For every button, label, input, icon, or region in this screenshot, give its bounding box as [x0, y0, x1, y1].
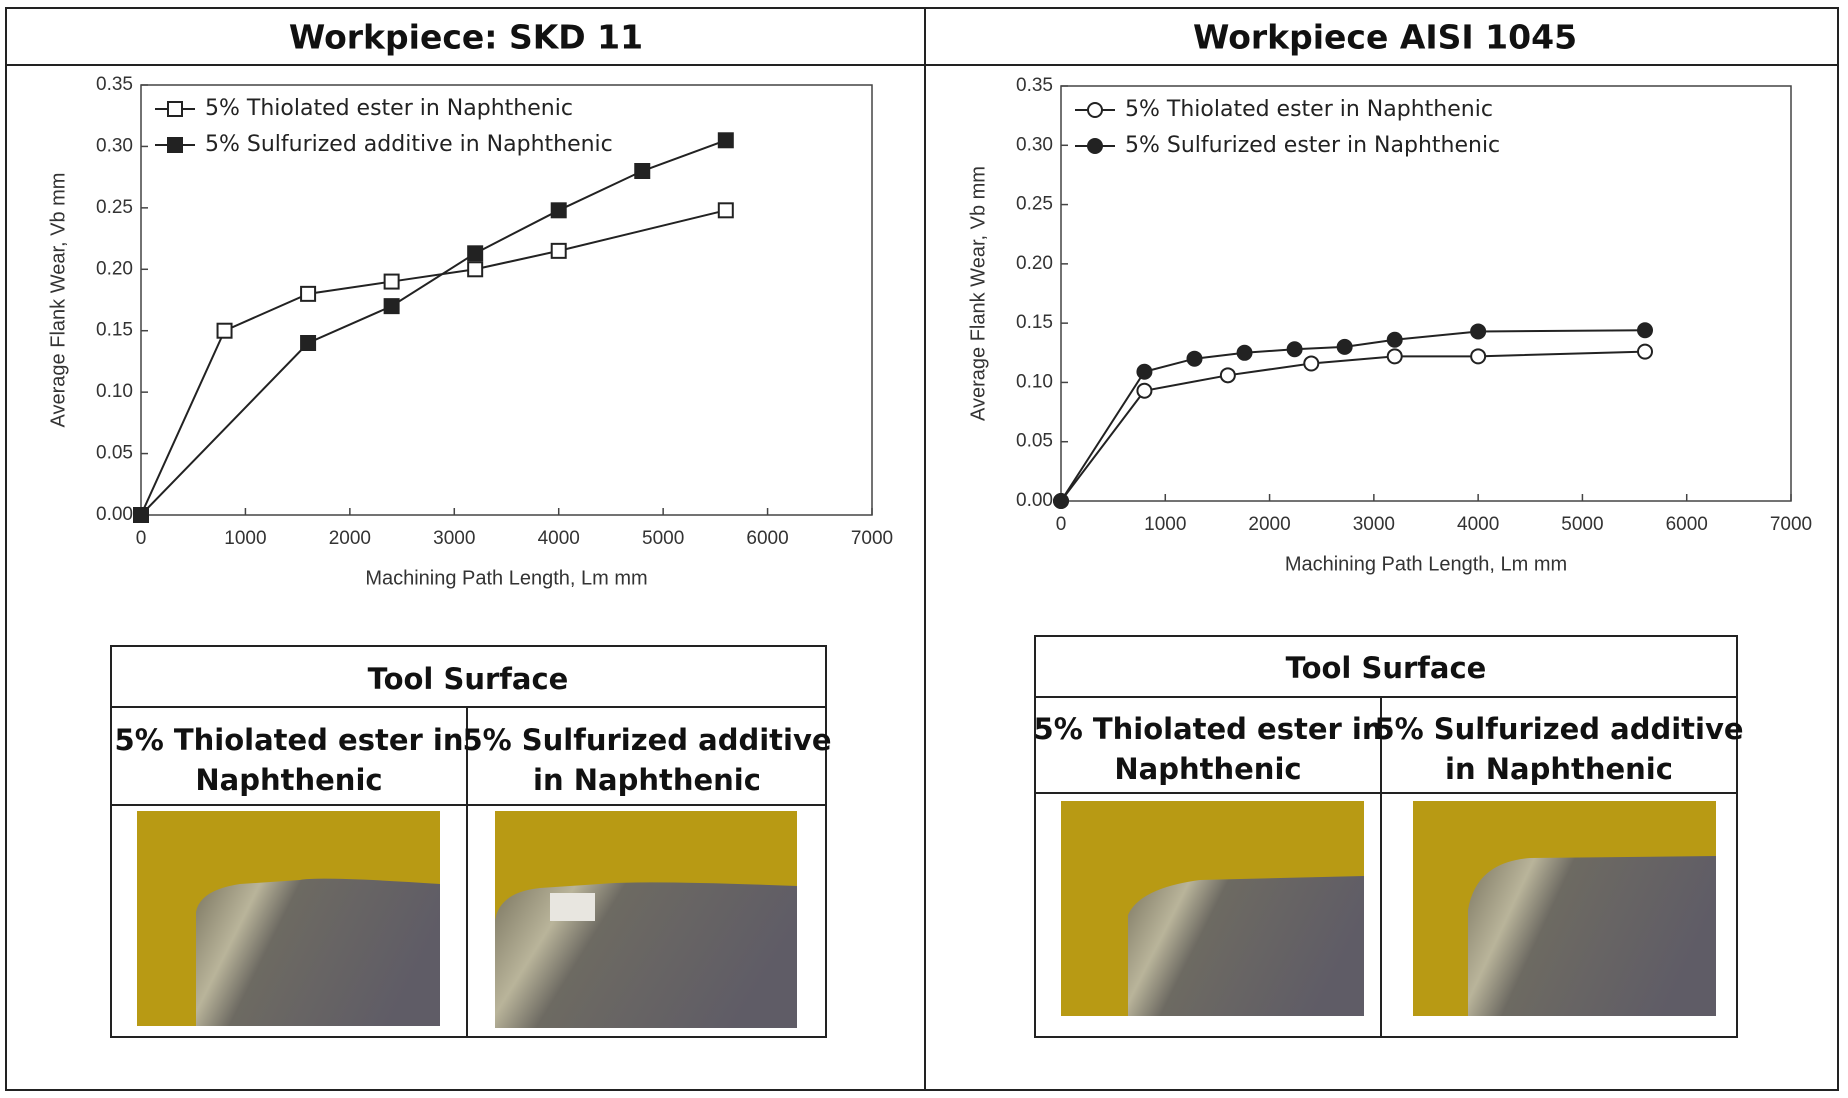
column-header: 5% Thiolated ester in	[1034, 712, 1383, 746]
x-tick-label: 0	[136, 528, 147, 549]
y-tick-label: 0.00	[1016, 490, 1053, 511]
x-axis-title: Machining Path Length, Lm mm	[365, 567, 647, 589]
series-line	[140, 209, 727, 516]
legend-marker	[167, 137, 183, 153]
y-tick-label: 0.25	[1016, 194, 1053, 215]
column-header: 5% Thiolated ester in	[115, 723, 464, 757]
marker	[1136, 363, 1153, 380]
y-tick-label: 0.15	[1016, 312, 1053, 333]
legend-box	[1071, 92, 1501, 164]
y-tick-label: 0.20	[96, 258, 133, 279]
marker	[1470, 348, 1487, 365]
marker	[383, 298, 400, 315]
marker	[1286, 341, 1303, 358]
column-header: 5% Sulfurized additive	[462, 723, 831, 757]
y-tick-label: 0.15	[96, 320, 133, 341]
legend-label: 5% Thiolated ester in Naphthenic	[205, 96, 573, 121]
column-header: Naphthenic	[1114, 752, 1301, 786]
marker	[1186, 350, 1203, 367]
marker	[1336, 338, 1353, 355]
marker	[1303, 355, 1320, 372]
legend-label: 5% Sulfurized ester in Naphthenic	[1125, 133, 1500, 158]
legend-label: 5% Thiolated ester in Naphthenic	[1125, 97, 1493, 122]
y-tick-label: 0.35	[1016, 75, 1053, 96]
y-axis-title: Average Flank Wear, Vb mm	[967, 166, 989, 421]
marker	[133, 507, 149, 523]
tool-photo	[137, 811, 440, 1026]
legend-marker	[1087, 102, 1103, 118]
x-tick-label: 3000	[433, 528, 475, 549]
marker	[634, 163, 651, 179]
y-tick-label: 0.25	[96, 197, 133, 218]
outer-frame	[5, 7, 1839, 1091]
y-tick-label: 0.05	[96, 443, 133, 464]
y-tick-label: 0.30	[1016, 134, 1053, 155]
x-tick-label: 4000	[538, 528, 580, 549]
marker	[467, 261, 484, 278]
marker	[717, 202, 734, 219]
y-tick-label: 0.30	[96, 135, 133, 156]
x-axis-title: Machining Path Length, Lm mm	[1285, 553, 1567, 575]
x-tick-label: 0	[1056, 514, 1067, 535]
y-tick-label: 0.10	[96, 381, 133, 402]
marker	[550, 242, 567, 259]
series-line	[1060, 329, 1646, 502]
y-tick-label: 0.05	[1016, 431, 1053, 452]
marker	[467, 245, 484, 262]
tool-photo	[1413, 801, 1716, 1016]
legend-label: 5% Sulfurized additive in Naphthenic	[205, 132, 613, 157]
marker	[300, 335, 317, 351]
marker	[717, 132, 734, 149]
y-axis-title: Average Flank Wear, Vb mm	[47, 173, 69, 428]
tool-table	[1034, 635, 1738, 1038]
x-tick-label: 5000	[1561, 514, 1603, 535]
x-tick-label: 4000	[1457, 514, 1499, 535]
panel-title: Workpiece: SKD 11	[289, 18, 643, 57]
table-title: Tool Surface	[1286, 651, 1487, 685]
table-title: Tool Surface	[368, 662, 569, 696]
marker	[1470, 323, 1487, 340]
marker	[216, 322, 233, 339]
plot-frame	[140, 84, 873, 516]
x-tick-label: 6000	[746, 528, 788, 549]
column-header: in Naphthenic	[1445, 752, 1673, 786]
column-header: Naphthenic	[195, 763, 382, 797]
x-tick-label: 5000	[642, 528, 684, 549]
marker	[550, 202, 567, 219]
x-tick-label: 6000	[1666, 514, 1708, 535]
marker	[1637, 322, 1653, 339]
y-tick-label: 0.00	[96, 504, 133, 525]
x-tick-label: 7000	[851, 528, 893, 549]
plot-frame	[1060, 85, 1792, 502]
x-tick-label: 3000	[1353, 514, 1395, 535]
x-tick-label: 7000	[1770, 514, 1812, 535]
x-tick-label: 1000	[1144, 514, 1186, 535]
tool-photo	[495, 811, 797, 1028]
x-tick-label: 2000	[329, 528, 371, 549]
legend-marker	[1087, 138, 1103, 154]
marker	[1053, 493, 1069, 509]
marker	[1386, 348, 1403, 365]
marker	[1136, 382, 1153, 399]
y-tick-label: 0.10	[1016, 371, 1053, 392]
y-tick-label: 0.20	[1016, 253, 1053, 274]
tool-table	[110, 645, 827, 1038]
marker	[1236, 344, 1253, 361]
column-header: in Naphthenic	[533, 763, 761, 797]
column-header: 5% Sulfurized additive	[1374, 712, 1743, 746]
x-tick-label: 1000	[224, 528, 266, 549]
panel-title: Workpiece AISI 1045	[1193, 18, 1577, 57]
marker	[383, 273, 400, 290]
tool-photo	[1061, 801, 1364, 1016]
marker	[1386, 331, 1403, 348]
legend-box	[151, 91, 581, 163]
marker	[300, 285, 317, 302]
legend-marker	[167, 101, 183, 117]
marker	[1637, 343, 1653, 360]
marker	[1219, 367, 1236, 384]
x-tick-label: 2000	[1248, 514, 1290, 535]
y-tick-label: 0.35	[96, 74, 133, 95]
